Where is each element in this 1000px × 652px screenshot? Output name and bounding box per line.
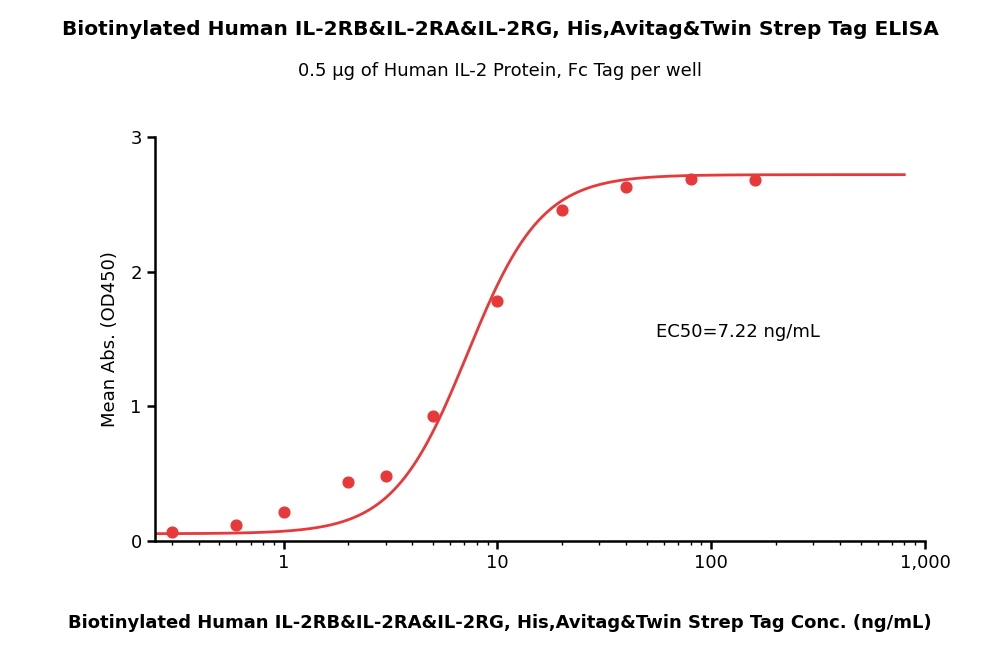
Point [164,527,180,537]
Point [747,175,763,185]
Y-axis label: Mean Abs. (OD450): Mean Abs. (OD450) [101,251,119,427]
Point [425,411,441,421]
Text: 0.5 μg of Human IL-2 Protein, Fc Tag per well: 0.5 μg of Human IL-2 Protein, Fc Tag per… [298,62,702,80]
Text: EC50=7.22 ng/mL: EC50=7.22 ng/mL [656,323,820,341]
Text: Biotinylated Human IL-2RB&IL-2RA&IL-2RG, His,Avitag&Twin Strep Tag ELISA: Biotinylated Human IL-2RB&IL-2RA&IL-2RG,… [62,20,938,38]
Point [618,181,634,192]
Point [378,471,394,482]
Point [228,520,244,530]
Point [276,507,292,517]
Point [554,205,570,215]
Point [683,173,699,184]
Point [340,477,356,487]
Point [489,296,505,306]
Text: Biotinylated Human IL-2RB&IL-2RA&IL-2RG, His,Avitag&Twin Strep Tag Conc. (ng/mL): Biotinylated Human IL-2RB&IL-2RA&IL-2RG,… [68,614,932,632]
